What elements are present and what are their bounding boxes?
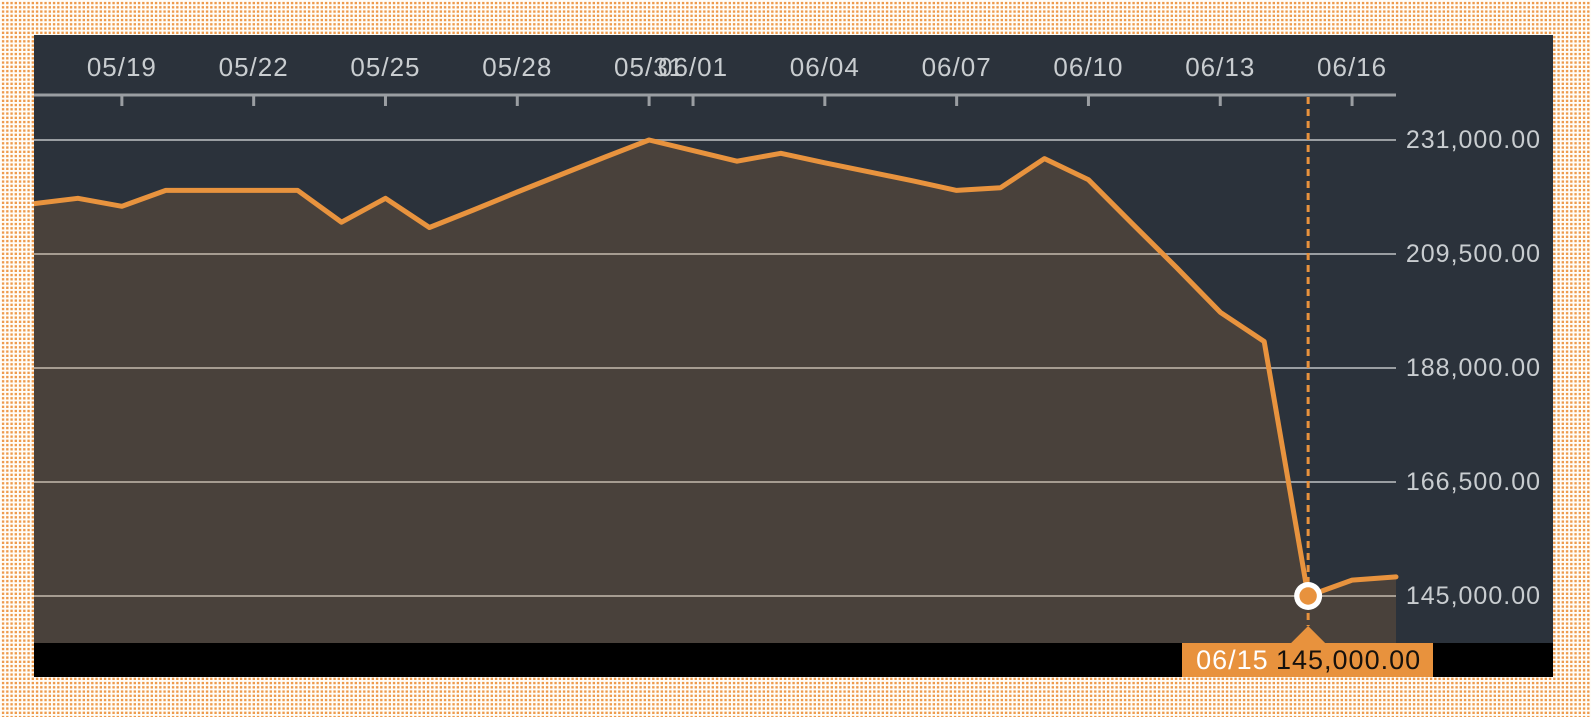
x-axis-tick	[647, 95, 651, 106]
y-axis-tick-label: 188,000.00	[1405, 354, 1541, 382]
tooltip-value: 145,000.00	[1275, 644, 1422, 675]
x-axis-tick-label: 06/01	[657, 52, 729, 82]
chart-plot-area[interactable]	[34, 35, 1553, 677]
x-axis-tick	[383, 95, 387, 106]
y-axis-tick-label: 209,500.00	[1405, 240, 1541, 268]
x-axis-tick-label: 05/22	[218, 52, 289, 82]
area-fill	[34, 140, 1396, 643]
tooltip-date: 06/15	[1196, 644, 1269, 675]
highlight-tooltip: 06/15 145,000.00	[1182, 643, 1434, 677]
x-axis-tick-label: 06/13	[1185, 52, 1256, 82]
highlight-marker	[1299, 587, 1317, 605]
x-axis-tick	[1218, 95, 1222, 106]
y-axis-tick-label: 145,000.00	[1405, 582, 1541, 610]
x-axis-tick-label: 05/31	[614, 52, 685, 82]
y-axis-tick-label: 166,500.00	[1405, 468, 1541, 496]
x-axis-tick-label: 05/19	[86, 52, 157, 82]
x-axis-tick	[1086, 95, 1090, 106]
chart-panel: 05/19 05/22 05/25 05/28 05/31 06/01 06/04 06/07…	[34, 35, 1553, 677]
tooltip-pointer	[1291, 626, 1326, 643]
x-axis-tick	[515, 95, 519, 106]
x-axis-tick-label: 06/16	[1317, 52, 1388, 82]
x-axis-tick-label: 05/28	[482, 52, 553, 82]
x-axis-tick	[823, 95, 827, 106]
x-axis-tick	[691, 95, 695, 106]
x-axis-tick	[120, 95, 124, 106]
x-axis-tick-label: 05/25	[350, 52, 421, 82]
x-axis-tick-label: 06/10	[1053, 52, 1124, 82]
x-axis-tick	[252, 95, 256, 106]
x-axis-tick-label: 06/07	[921, 52, 992, 82]
price-line	[34, 137, 1399, 599]
x-axis-tick-label: 06/04	[789, 52, 860, 82]
x-axis-tick	[1350, 95, 1354, 106]
y-axis-tick-label: 231,000.00	[1405, 126, 1541, 154]
x-axis-tick	[955, 95, 959, 106]
